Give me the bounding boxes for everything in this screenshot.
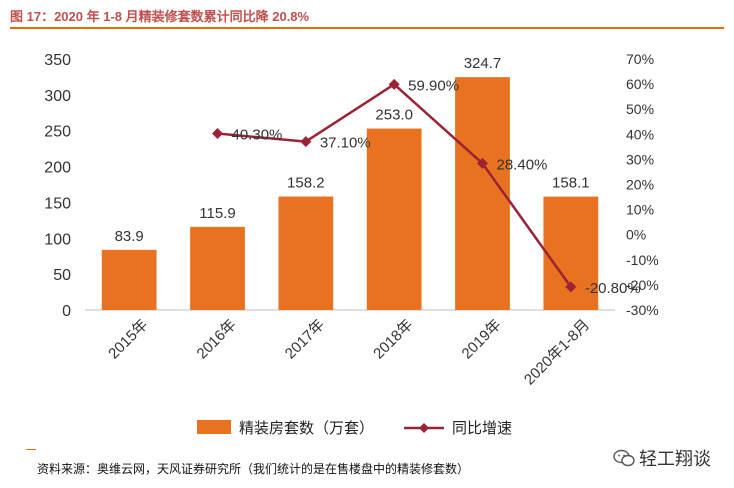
left-tick-label: 50 bbox=[53, 267, 71, 284]
right-tick-label: 70% bbox=[626, 51, 654, 67]
source-marker bbox=[26, 449, 36, 450]
bar-series bbox=[101, 77, 599, 311]
right-tick-label: 30% bbox=[626, 151, 654, 167]
right-tick-label: -20% bbox=[626, 277, 659, 293]
x-axis: 2015年 2016年 2017年 2018年 2019年 2020年1-8月 bbox=[105, 316, 593, 388]
right-tick-label: -30% bbox=[626, 302, 659, 318]
legend-line-marker bbox=[419, 423, 429, 433]
line-point bbox=[212, 128, 223, 140]
bar bbox=[101, 249, 157, 310]
brand-name: 轻工翔谈 bbox=[639, 449, 711, 469]
line-value-label: 40.30% bbox=[232, 127, 283, 144]
title-divider bbox=[10, 27, 724, 29]
right-tick-label: 20% bbox=[626, 177, 654, 193]
left-tick-label: 100 bbox=[44, 231, 71, 248]
right-tick-label: 60% bbox=[626, 76, 654, 92]
legend-bar-swatch bbox=[197, 420, 231, 434]
x-tick-label: 2016年 bbox=[194, 316, 240, 362]
line-point bbox=[565, 281, 577, 293]
right-tick-label: 50% bbox=[626, 101, 654, 117]
line-value-label: 59.90% bbox=[408, 77, 459, 94]
wechat-icon bbox=[613, 449, 635, 467]
legend-bar-label: 精装房套数（万套） bbox=[239, 420, 374, 437]
line-point bbox=[477, 157, 488, 169]
bar bbox=[190, 226, 245, 310]
bar-value-label: 115.9 bbox=[199, 205, 235, 222]
bar-labels: 83.9 115.9 158.2 253.0 324.7 158.1 bbox=[115, 55, 590, 245]
left-tick-label: 350 bbox=[44, 52, 71, 69]
bar-value-label: 83.9 bbox=[115, 228, 144, 245]
line-value-label: -20.80% bbox=[585, 280, 641, 297]
left-tick-label: 0 bbox=[62, 303, 71, 320]
x-tick-label: 2020年1-8月 bbox=[521, 316, 593, 388]
bar bbox=[455, 77, 510, 311]
line-value-label: 28.40% bbox=[497, 156, 548, 173]
bar bbox=[278, 196, 334, 310]
chart-title: 图 17：2020 年 1-8 月精装修套数累计同比降 20.8% bbox=[10, 9, 310, 24]
right-tick-label: 10% bbox=[626, 202, 654, 218]
chart: 0 50 100 150 200 250 300 350 -30% -20% -10% 0% 10% 2… bbox=[44, 51, 659, 437]
x-tick-label: 2015年 bbox=[105, 316, 151, 362]
left-tick-label: 200 bbox=[44, 160, 71, 177]
right-axis: -30% -20% -10% 0% 10% 20% 30% 40% 50% 60% 70% bbox=[626, 51, 659, 318]
bar bbox=[366, 128, 422, 310]
x-tick-label: 2019年 bbox=[459, 316, 505, 362]
line-labels: 40.30% 37.10% 59.90% 28.40% -20.80% bbox=[232, 77, 641, 297]
line-point bbox=[300, 136, 312, 148]
bar-value-label: 158.2 bbox=[287, 175, 325, 192]
legend: 精装房套数（万套） 同比增速 bbox=[197, 420, 512, 437]
line-point bbox=[388, 78, 400, 90]
line-series bbox=[212, 78, 577, 293]
bar-value-label: 324.7 bbox=[464, 55, 502, 72]
brand: 轻工翔谈 bbox=[613, 445, 711, 471]
line-value-label: 37.10% bbox=[320, 135, 371, 152]
bar-value-label: 253.0 bbox=[375, 107, 413, 124]
x-tick-label: 2017年 bbox=[282, 316, 328, 362]
x-tick-label: 2018年 bbox=[370, 316, 416, 362]
left-tick-label: 150 bbox=[44, 195, 71, 212]
right-tick-label: 40% bbox=[626, 126, 654, 142]
source-note: 资料来源：奥维云网，天风证券研究所（我们统计的是在售楼盘中的精装修套数） bbox=[37, 462, 470, 476]
bar-value-label: 158.1 bbox=[552, 175, 590, 192]
right-tick-label: 0% bbox=[626, 227, 646, 243]
left-tick-label: 250 bbox=[44, 124, 71, 141]
legend-line-label: 同比增速 bbox=[452, 420, 512, 437]
left-tick-label: 300 bbox=[44, 88, 71, 105]
right-tick-label: -10% bbox=[626, 252, 659, 268]
left-axis: 0 50 100 150 200 250 300 350 bbox=[44, 52, 71, 320]
